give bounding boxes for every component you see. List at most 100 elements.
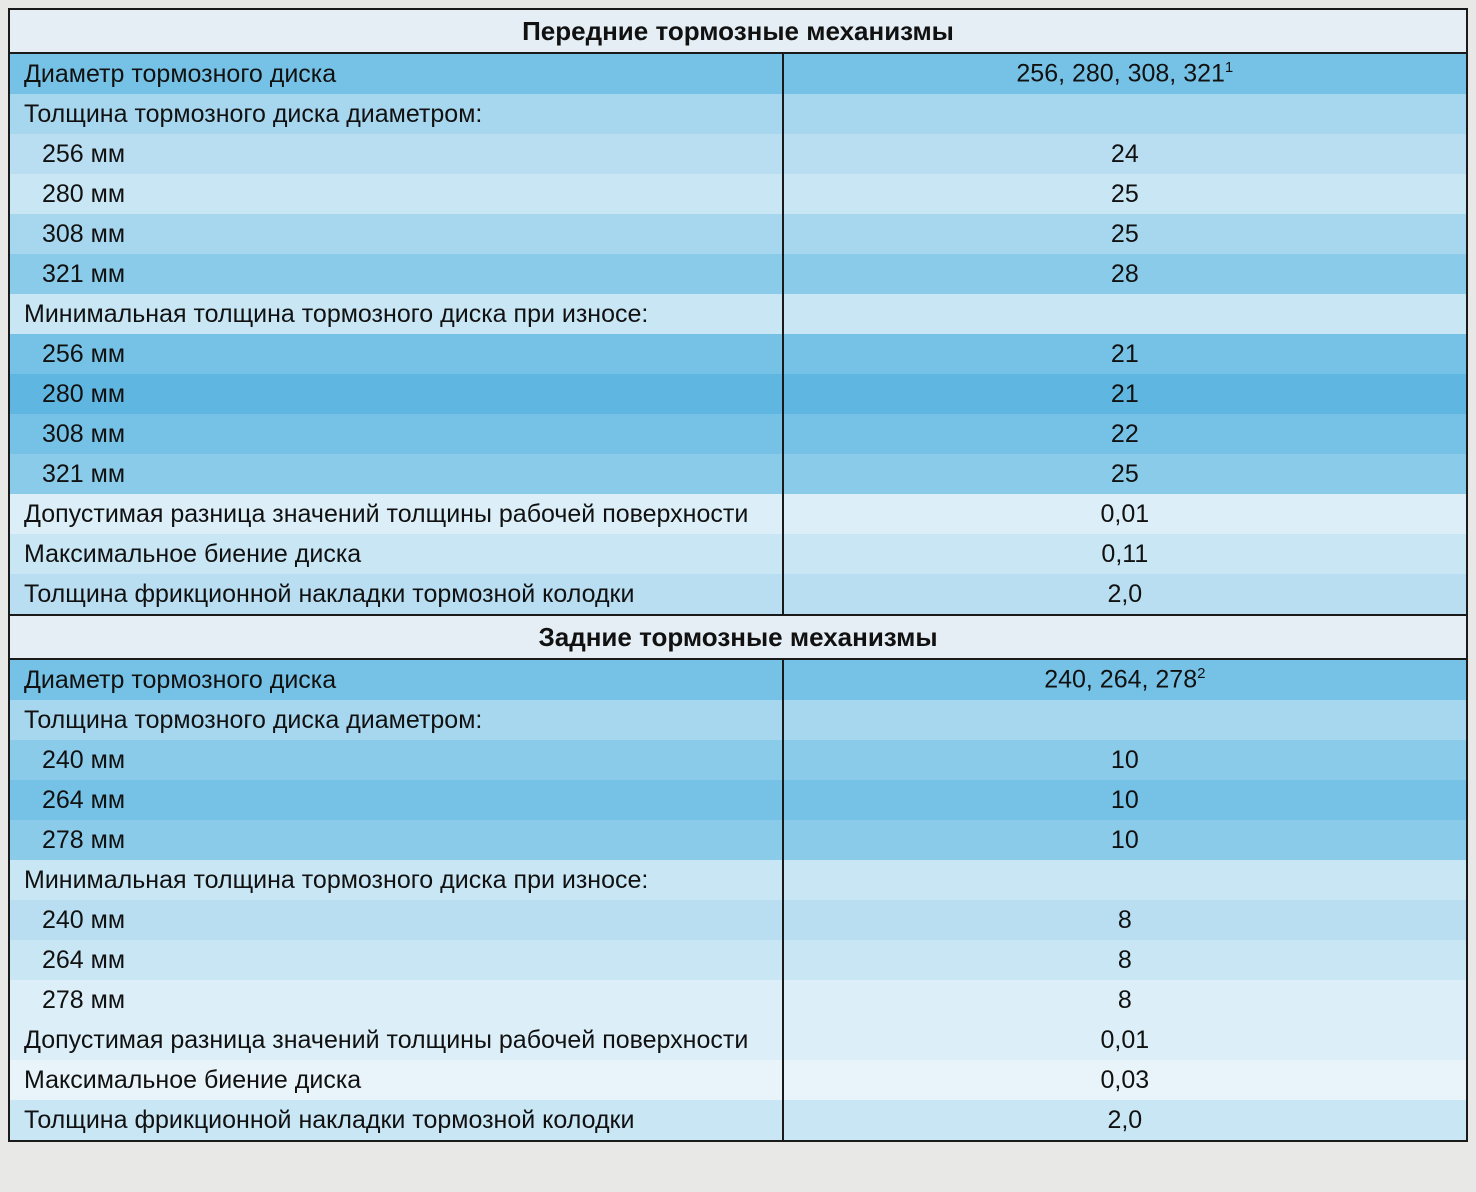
row-label: Минимальная толщина тормозного диска при… xyxy=(9,294,783,334)
table-row: Толщина фрикционной накладки тормозной к… xyxy=(9,1100,1467,1141)
row-label: 308 мм xyxy=(9,414,783,454)
table-row: 264 мм8 xyxy=(9,940,1467,980)
footnote-ref: 2 xyxy=(1197,665,1205,682)
table-row: Толщина тормозного диска диаметром: xyxy=(9,94,1467,134)
table-row: Толщина тормозного диска диаметром: xyxy=(9,700,1467,740)
table-row: 240 мм 8 xyxy=(9,900,1467,940)
row-label: 280 мм xyxy=(9,374,783,414)
row-value: 21 xyxy=(783,374,1467,414)
row-value xyxy=(783,860,1467,900)
table-row: Минимальная толщина тормозного диска при… xyxy=(9,294,1467,334)
row-label: Толщина фрикционной накладки тормозной к… xyxy=(9,1100,783,1141)
row-label: Допустимая разница значений толщины рабо… xyxy=(9,494,783,534)
value-text: 25 xyxy=(1111,220,1139,248)
value-text: 256, 280, 308, 321 xyxy=(1016,60,1225,88)
row-label: Максимальное биение диска xyxy=(9,1060,783,1100)
row-value xyxy=(783,294,1467,334)
row-value: 25 xyxy=(783,174,1467,214)
table-row: 278 мм 10 xyxy=(9,820,1467,860)
section-header: Передние тормозные механизмы xyxy=(9,9,1467,53)
table-row: 308 мм 22 xyxy=(9,414,1467,454)
table-row: Диаметр тормозного диска240, 264, 2782 xyxy=(9,659,1467,700)
row-label: Толщина тормозного диска диаметром: xyxy=(9,700,783,740)
value-text: 2,0 xyxy=(1107,1106,1142,1134)
row-label: Минимальная толщина тормозного диска при… xyxy=(9,860,783,900)
row-label: 278 мм xyxy=(9,980,783,1020)
row-label: 278 мм xyxy=(9,820,783,860)
value-text: 10 xyxy=(1111,826,1139,854)
row-value: 28 xyxy=(783,254,1467,294)
value-text: 8 xyxy=(1118,986,1132,1014)
row-label: 308 мм xyxy=(9,214,783,254)
value-text: 2,0 xyxy=(1107,580,1142,608)
value-text: 8 xyxy=(1118,906,1132,934)
row-value: 8 xyxy=(783,900,1467,940)
row-value: 2,0 xyxy=(783,574,1467,615)
table-row: 256 мм 21 xyxy=(9,334,1467,374)
row-label: Допустимая разница значений толщины рабо… xyxy=(9,1020,783,1060)
row-value xyxy=(783,94,1467,134)
row-value: 24 xyxy=(783,134,1467,174)
row-value: 256, 280, 308, 3211 xyxy=(783,53,1467,94)
value-text: 0,03 xyxy=(1100,1066,1149,1094)
brake-spec-table: Передние тормозные механизмыДиаметр торм… xyxy=(8,8,1468,1142)
row-label: 280 мм xyxy=(9,174,783,214)
value-text: 22 xyxy=(1111,420,1139,448)
value-text: 21 xyxy=(1111,340,1139,368)
value-text: 25 xyxy=(1111,460,1139,488)
table-row: 240 мм 10 xyxy=(9,740,1467,780)
row-label: 240 мм xyxy=(9,900,783,940)
row-value: 25 xyxy=(783,454,1467,494)
row-label: 264 мм xyxy=(9,780,783,820)
value-text: 10 xyxy=(1111,786,1139,814)
table-row: Допустимая разница значений толщины рабо… xyxy=(9,1020,1467,1060)
table-row: 308 мм 25 xyxy=(9,214,1467,254)
row-label: 321 мм xyxy=(9,254,783,294)
value-text: 21 xyxy=(1111,380,1139,408)
table-row: 256 мм 24 xyxy=(9,134,1467,174)
row-value: 8 xyxy=(783,940,1467,980)
footnote-ref: 1 xyxy=(1225,59,1233,76)
row-label: 256 мм xyxy=(9,334,783,374)
table-row: 280 мм 25 xyxy=(9,174,1467,214)
row-value: 22 xyxy=(783,414,1467,454)
table-row: Минимальная толщина тормозного диска при… xyxy=(9,860,1467,900)
table-row: 321 мм 25 xyxy=(9,454,1467,494)
row-label: 240 мм xyxy=(9,740,783,780)
row-value: 8 xyxy=(783,980,1467,1020)
value-text: 0,01 xyxy=(1100,1026,1149,1054)
row-value: 0,11 xyxy=(783,534,1467,574)
table-row: Толщина фрикционной накладки тормозной к… xyxy=(9,574,1467,615)
row-value: 2,0 xyxy=(783,1100,1467,1141)
value-text: 24 xyxy=(1111,140,1139,168)
table-row: Допустимая разница значений толщины рабо… xyxy=(9,494,1467,534)
section-header: Задние тормозные механизмы xyxy=(9,615,1467,659)
row-value: 0,01 xyxy=(783,1020,1467,1060)
row-label: Диаметр тормозного диска xyxy=(9,659,783,700)
row-value: 240, 264, 2782 xyxy=(783,659,1467,700)
row-label: 256 мм xyxy=(9,134,783,174)
row-label: Толщина фрикционной накладки тормозной к… xyxy=(9,574,783,615)
row-label: 264 мм xyxy=(9,940,783,980)
value-text: 25 xyxy=(1111,180,1139,208)
row-label: 321 мм xyxy=(9,454,783,494)
value-text: 28 xyxy=(1111,260,1139,288)
row-value xyxy=(783,700,1467,740)
row-value: 10 xyxy=(783,820,1467,860)
row-value: 25 xyxy=(783,214,1467,254)
row-value: 0,01 xyxy=(783,494,1467,534)
row-value: 21 xyxy=(783,334,1467,374)
table-row: 264 мм 10 xyxy=(9,780,1467,820)
row-value: 10 xyxy=(783,780,1467,820)
table-row: Максимальное биение диска 0,03 xyxy=(9,1060,1467,1100)
table-row: 321 мм 28 xyxy=(9,254,1467,294)
row-label: Диаметр тормозного диска xyxy=(9,53,783,94)
row-value: 0,03 xyxy=(783,1060,1467,1100)
row-label: Толщина тормозного диска диаметром: xyxy=(9,94,783,134)
table-row: Диаметр тормозного диска256, 280, 308, 3… xyxy=(9,53,1467,94)
table-row: Максимальное биение диска0,11 xyxy=(9,534,1467,574)
value-text: 0,01 xyxy=(1100,500,1149,528)
table-row: 280 мм 21 xyxy=(9,374,1467,414)
table-row: 278 мм 8 xyxy=(9,980,1467,1020)
value-text: 10 xyxy=(1111,746,1139,774)
